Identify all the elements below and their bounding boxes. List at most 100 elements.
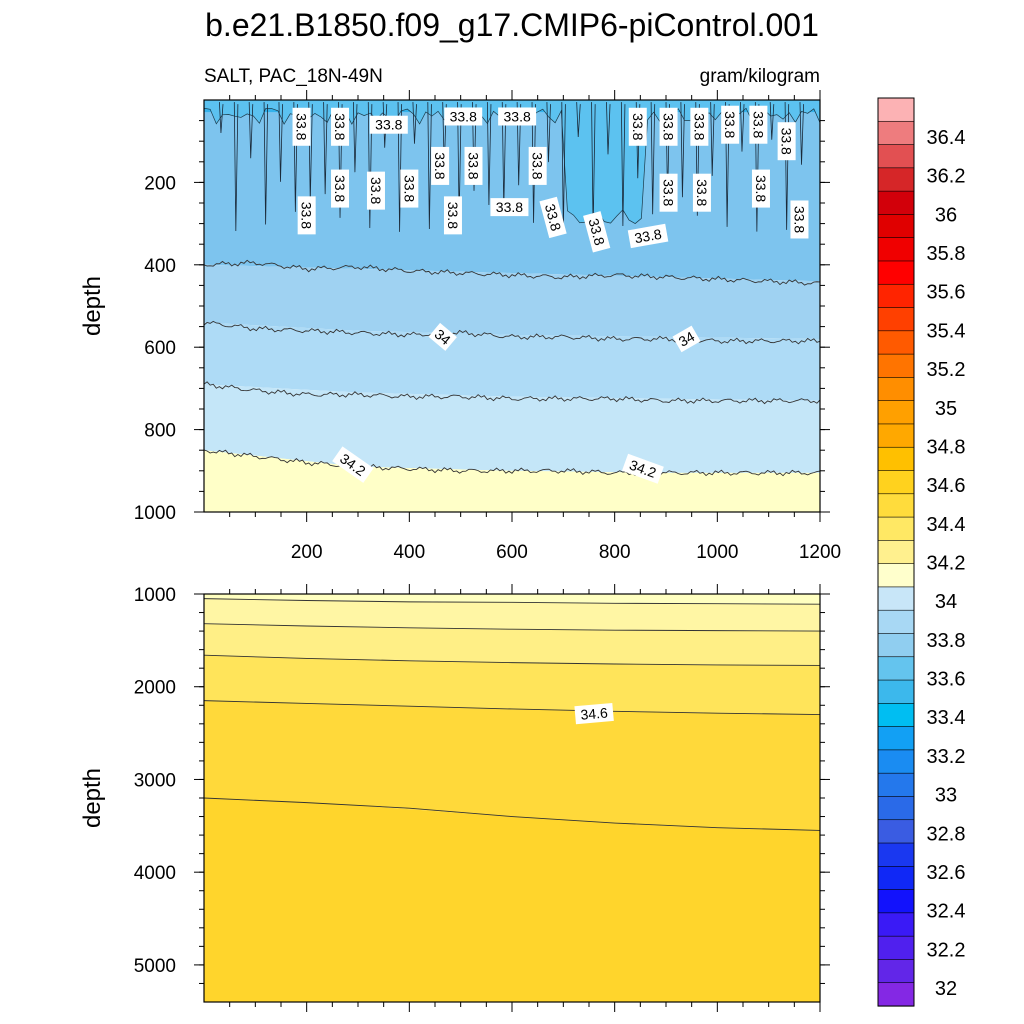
contour-label: 34 [428,322,457,351]
fill-band-4 [204,700,820,831]
svg-text:33.8: 33.8 [432,152,448,179]
contour-label: 33.8 [292,107,311,146]
contour-label: 33.8 [400,169,419,208]
svg-text:33.8: 33.8 [661,113,677,140]
svg-text:33.8: 33.8 [791,206,807,233]
svg-text:33.8: 33.8 [401,175,417,202]
contour-label: 33.8 [628,107,647,146]
x-tick-label: 400 [393,542,425,563]
svg-text:33.8: 33.8 [445,202,461,229]
colorbar-swatch [877,516,915,541]
contour-line-4 [204,797,820,831]
colorbar-tick-label: 35.4 [927,320,966,342]
colorbar-swatch [877,586,915,611]
contour-label: 34.6 [574,702,614,725]
contour-spike [248,102,254,159]
contour-label: 33.8 [490,198,529,217]
colorbar-swatch [877,912,915,937]
contour-line-0 [204,598,820,605]
svg-text:33.8: 33.8 [299,202,315,229]
svg-text:33.8: 33.8 [294,113,310,140]
contour-label: 33.8 [751,169,770,208]
contour-spike [576,102,581,138]
colorbar-tick-label: 35.6 [927,282,966,304]
colorbar-swatch [877,935,915,961]
contour-spike [263,102,269,225]
y-tick-label: 400 [144,256,176,277]
svg-text:33.8: 33.8 [368,177,384,204]
contour-line-2 [204,654,820,666]
colorbar-swatch [877,377,915,402]
y-axis-label: depth [79,768,106,828]
contour-label: 33.8 [721,105,740,144]
colorbar-swatch [877,703,915,728]
plot-area: 34.6 [204,594,820,1002]
colorbar: 36.4 36.2 36 35.8 35.6 35.4 35.2 35 34.8 34.6 34.4… [877,97,966,1007]
svg-text:33.8: 33.8 [496,199,523,215]
upper-depth-panel: 33.8 33.8 33.8 33.8 33.8 33.8 33.8 33.8 33.8 33.8… [79,90,841,563]
colorbar-tick-label: 33.6 [927,669,966,691]
contour-spike [367,102,373,229]
subtitle-right: gram/kilogram [700,66,820,87]
contour-label: 33.8 [539,196,567,239]
svg-text:33.8: 33.8 [753,175,769,202]
y-tick-label: 600 [144,338,176,359]
colorbar-swatch [877,772,915,798]
x-tick-label: 800 [599,542,631,563]
colorbar-swatch [877,889,915,914]
colorbar-swatch [877,609,915,635]
colorbar-tick-label: 34.2 [927,553,966,575]
colorbar-swatch [877,726,915,751]
svg-text:33.8: 33.8 [633,226,663,247]
svg-text:33.8: 33.8 [750,111,766,138]
contour-label: 33.8 [464,146,483,185]
colorbar-swatch [877,982,915,1007]
colorbar-swatch [877,167,915,192]
svg-text:33.8: 33.8 [694,179,710,206]
colorbar-swatch [877,214,915,239]
svg-text:33.8: 33.8 [504,108,531,124]
colorbar-swatch [877,842,915,867]
contour-label: 33.8 [431,146,450,185]
colorbar-tick-label: 32.8 [927,823,966,845]
contour-label: 33.8 [583,211,611,253]
contour-spike [680,102,685,198]
contour-spike [352,102,358,173]
colorbar-tick-label: 36 [935,204,957,226]
svg-text:33.8: 33.8 [661,179,677,206]
contour-line-3 [204,700,820,715]
colorbar-tick-label: 35.2 [927,359,966,381]
colorbar-swatch [877,283,915,309]
contour-label: 33.8 [331,107,350,146]
colorbar-tick-label: 32 [935,978,957,1000]
y-tick-label: 5000 [134,956,176,977]
colorbar-tick-label: 35.8 [927,243,966,265]
contour-label: 33.8 [749,105,768,144]
svg-text:33.8: 33.8 [375,117,402,133]
contour-label: 33.8 [690,107,709,146]
figure-title: b.e21.B1850.f09_g17.CMIP6-piControl.001 [205,7,819,43]
svg-text:33.8: 33.8 [542,202,565,233]
contour-spike [486,102,492,205]
colorbar-swatch [877,423,915,448]
colorbar-tick-label: 34.8 [927,436,966,458]
svg-text:33.8: 33.8 [691,113,707,140]
colorbar-tick-label: 32.4 [927,901,966,923]
colorbar-swatch [877,959,915,984]
y-tick-label: 2000 [134,678,176,699]
contour-label: 33.8 [369,115,408,134]
colorbar-tick-label: 36.4 [927,127,966,149]
svg-text:33.8: 33.8 [630,113,646,140]
colorbar-swatch [877,563,915,588]
lower-depth-panel: 34.6 1000 2000 3000 4000 5000 depth [79,584,830,1012]
svg-text:34.6: 34.6 [580,704,609,722]
colorbar-swatch [877,307,915,332]
colorbar-swatch [877,120,915,146]
contour-line-2 [204,381,820,405]
colorbar-swatch [877,260,915,285]
contour-label: 33.8 [366,171,385,210]
fill-band-3 [204,322,820,401]
colorbar-swatch [877,866,915,891]
contour-label: 33.8 [443,196,462,235]
contour-spike [412,102,417,144]
